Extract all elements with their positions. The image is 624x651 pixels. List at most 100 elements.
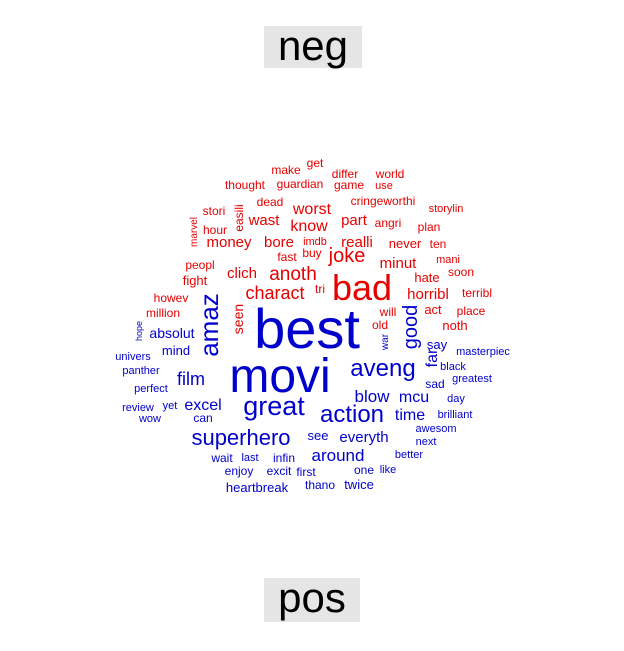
word-stori: stori xyxy=(203,204,226,218)
word-last: last xyxy=(241,452,258,464)
word-mind: mind xyxy=(162,343,190,358)
word-minut: minut xyxy=(380,255,418,272)
word-review: review xyxy=(122,402,154,414)
word-world: world xyxy=(375,167,405,181)
word-thano: thano xyxy=(305,478,335,492)
word-time: time xyxy=(395,407,425,424)
word-part: part xyxy=(341,212,368,229)
word-tri: tri xyxy=(315,282,325,296)
word-bore: bore xyxy=(264,234,294,251)
word-easili: easili xyxy=(232,204,246,231)
word-storylin: storylin xyxy=(429,203,464,215)
word-around: around xyxy=(312,446,365,465)
word-brilliant: brilliant xyxy=(438,409,473,421)
word-worst: worst xyxy=(292,201,332,218)
word-film: film xyxy=(177,369,205,389)
word-sad: sad xyxy=(425,377,444,391)
word-hate: hate xyxy=(414,270,439,285)
word-wait: wait xyxy=(210,451,233,465)
word-hope: hope xyxy=(134,321,144,341)
word-old: old xyxy=(372,318,388,332)
word-black: black xyxy=(440,361,466,373)
word-fight: fight xyxy=(183,273,208,288)
word-realli: realli xyxy=(341,234,373,251)
word-thought: thought xyxy=(225,178,266,192)
word-dead: dead xyxy=(257,195,284,209)
word-great: great xyxy=(243,391,305,421)
word-see: see xyxy=(308,428,329,443)
word-yet: yet xyxy=(163,400,178,412)
word-aveng: aveng xyxy=(350,355,415,382)
word-game: game xyxy=(334,178,364,192)
word-make: make xyxy=(271,163,301,177)
word-anoth: anoth xyxy=(269,264,317,285)
word-fast: fast xyxy=(277,250,297,264)
word-charact: charact xyxy=(245,283,304,303)
word-get: get xyxy=(307,156,324,170)
word-use: use xyxy=(375,180,393,192)
word-bad: bad xyxy=(332,267,392,308)
pos-label: pos xyxy=(264,577,360,622)
word-plan: plan xyxy=(418,220,441,234)
word-peopl: peopl xyxy=(185,258,214,272)
word-absolut: absolut xyxy=(149,325,194,341)
word-wow: wow xyxy=(138,413,161,425)
word-cringeworthi: cringeworthi xyxy=(351,194,416,208)
word-never: never xyxy=(389,236,422,251)
word-guardian: guardian xyxy=(277,177,324,191)
word-day: day xyxy=(447,393,465,405)
word-better: better xyxy=(395,449,423,461)
word-everyth: everyth xyxy=(339,429,388,446)
word-buy: buy xyxy=(302,246,321,260)
word-can: can xyxy=(193,411,212,425)
word-heartbreak: heartbreak xyxy=(226,480,289,495)
word-panther: panther xyxy=(122,365,160,377)
word-money: money xyxy=(206,234,252,251)
word-wast: wast xyxy=(248,212,281,229)
word-twice: twice xyxy=(344,477,374,492)
word-clich: clich xyxy=(227,265,257,282)
word-amaz: amaz xyxy=(194,293,224,357)
word-best: best xyxy=(254,297,360,360)
word-mani: mani xyxy=(436,254,460,266)
word-perfect: perfect xyxy=(134,383,168,395)
word-war: war xyxy=(380,333,391,351)
word-place: place xyxy=(457,304,486,318)
word-ten: ten xyxy=(430,237,447,251)
word-terribl: terribl xyxy=(462,286,492,300)
word-infin: infin xyxy=(273,451,295,465)
word-far: far xyxy=(424,348,441,367)
word-million: million xyxy=(146,306,180,320)
word-differ: differ xyxy=(332,167,358,181)
word-soon: soon xyxy=(448,265,474,279)
word-like: like xyxy=(380,464,397,476)
word-one: one xyxy=(354,463,374,477)
word-awesom: awesom xyxy=(416,423,457,435)
word-first: first xyxy=(296,465,316,479)
word-blow: blow xyxy=(355,387,391,406)
word-imdb: imdb xyxy=(303,236,327,248)
word-noth: noth xyxy=(442,318,467,333)
word-excit: excit xyxy=(267,464,292,478)
neg-label: neg xyxy=(264,25,362,68)
word-howev: howev xyxy=(154,291,189,305)
word-enjoy: enjoy xyxy=(225,464,254,478)
word-good: good xyxy=(400,305,422,350)
word-excel: excel xyxy=(184,397,221,414)
word-mcu: mcu xyxy=(399,389,429,406)
word-greatest: greatest xyxy=(452,373,492,385)
word-horribl: horribl xyxy=(407,286,449,303)
word-next: next xyxy=(416,436,437,448)
word-masterpiec: masterpiec xyxy=(456,346,510,358)
word-superhero: superhero xyxy=(191,425,290,450)
word-movi: movi xyxy=(229,350,330,403)
word-action: action xyxy=(320,401,384,428)
word-hour: hour xyxy=(203,223,227,237)
word-univers: univers xyxy=(115,351,151,363)
word-say: say xyxy=(427,337,448,352)
word-marvel: marvel xyxy=(189,217,200,247)
word-joke: joke xyxy=(328,245,366,267)
word-know: know xyxy=(290,218,328,235)
word-act: act xyxy=(424,302,442,317)
